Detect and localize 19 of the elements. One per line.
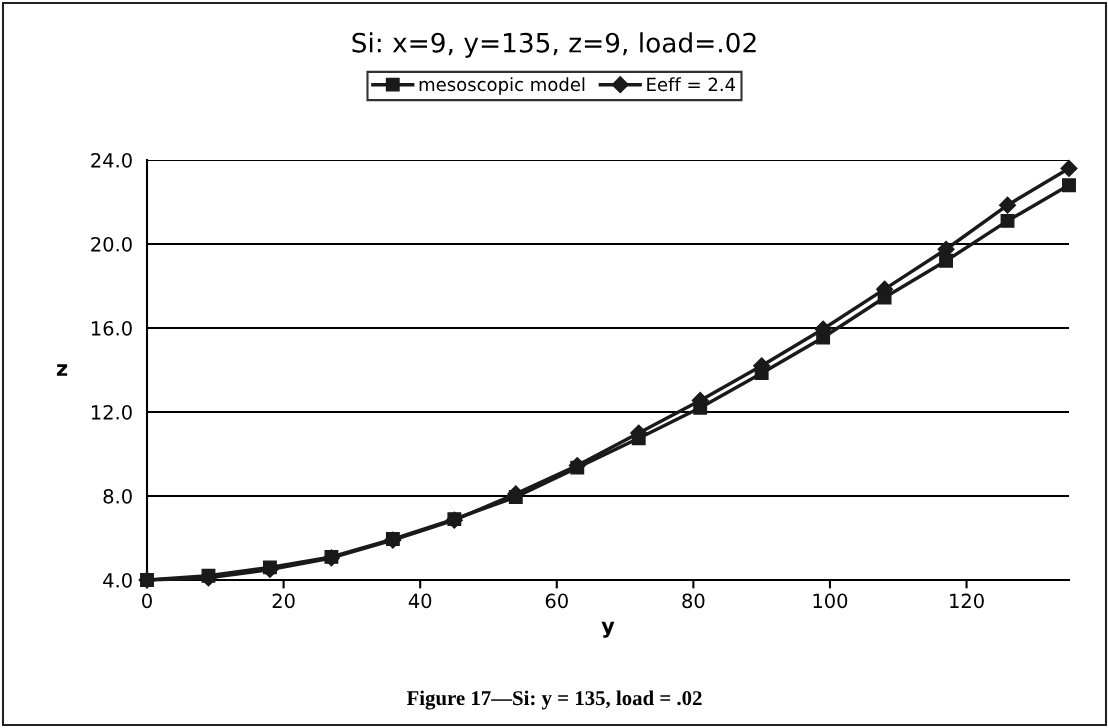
- x-tick-label: 80: [682, 593, 705, 609]
- x-tick-label: 120: [950, 593, 984, 609]
- legend-label: mesoscopic model: [419, 77, 585, 95]
- y-tick-label: 12.0: [91, 404, 132, 420]
- chart-title: Si: x=9, y=135, z=9, load=.02: [352, 32, 756, 58]
- x-tick-label: 0: [142, 593, 152, 609]
- x-tick-label: 100: [813, 593, 848, 609]
- y-axis-title: z: [56, 364, 68, 376]
- y-tick-label: 4.0: [103, 572, 132, 588]
- x-axis-title: y: [601, 621, 615, 638]
- legend-label: Eeff = 2.4: [647, 77, 736, 92]
- x-tick-label: 20: [272, 593, 295, 609]
- y-tick-label: 8.0: [103, 488, 132, 504]
- y-tick-label: 24.0: [91, 152, 132, 168]
- y-tick-label: 20.0: [91, 236, 132, 252]
- x-tick-label: 40: [408, 593, 432, 609]
- x-tick-label: 60: [545, 593, 568, 609]
- y-tick-label: 16.0: [91, 320, 132, 336]
- caption: Figure 17—Si: y = 135, load = .02: [406, 690, 702, 710]
